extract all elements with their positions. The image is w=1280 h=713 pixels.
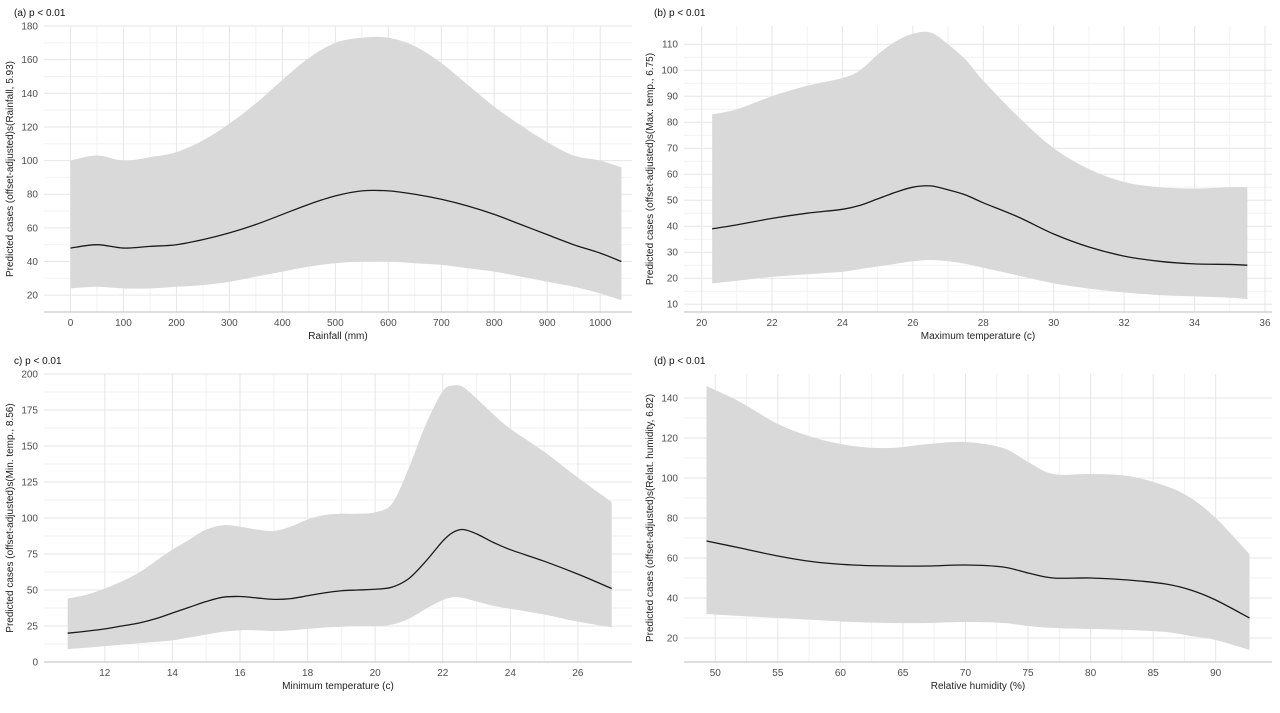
x-tick-label: 500 <box>327 318 344 329</box>
y-tick-label: 125 <box>21 478 38 489</box>
y-tick-label: 60 <box>667 170 679 181</box>
x-tick-label: 24 <box>505 668 517 679</box>
y-tick-label: 20 <box>27 291 39 302</box>
fitted-line <box>712 185 1248 266</box>
y-tick-label: 200 <box>21 370 38 381</box>
x-tick-label: 30 <box>1048 318 1060 329</box>
x-tick-label: 18 <box>302 668 314 679</box>
confidence-band <box>70 36 622 301</box>
y-axis-title: Predicted cases (offset-adjusted)s(Max. … <box>645 53 656 285</box>
confidence-band <box>706 386 1250 650</box>
x-tick-label: 1000 <box>589 318 612 329</box>
y-tick-label: 40 <box>27 257 39 268</box>
y-tick-label: 140 <box>661 394 678 405</box>
chart-panel-4: 50 55 60 65 70 75 80 85 90 20 40 60 80 100 120 140 Relat… <box>645 356 1272 692</box>
y-tick-label: 20 <box>667 634 679 645</box>
y-tick-label: 80 <box>667 118 679 129</box>
y-tick-label: 80 <box>667 514 679 525</box>
x-tick-label: 800 <box>486 318 503 329</box>
x-tick-label: 20 <box>696 318 708 329</box>
y-axis-title: Predicted cases (offset-adjusted)s(Relat… <box>645 394 656 642</box>
x-tick-label: 24 <box>837 318 849 329</box>
x-tick-label: 900 <box>539 318 556 329</box>
x-tick-label: 28 <box>978 318 990 329</box>
y-tick-label: 120 <box>21 122 38 133</box>
confidence-band <box>67 385 612 650</box>
chart-panel-3: 12 14 16 18 20 22 24 26 0 25 50 75 100 125 150 175 200 Mi… <box>5 356 632 692</box>
x-tick-label: 0 <box>68 318 74 329</box>
y-tick-label: 180 <box>21 22 38 33</box>
fitted-line <box>70 189 622 263</box>
x-tick-label: 75 <box>1022 668 1034 679</box>
x-tick-label: 16 <box>234 668 246 679</box>
panel-title: c) p < 0.01 <box>14 356 62 367</box>
x-tick-label: 22 <box>437 668 449 679</box>
y-tick-label: 10 <box>667 300 679 311</box>
y-tick-label: 100 <box>21 514 38 525</box>
fitted-line <box>67 528 612 634</box>
y-tick-label: 110 <box>662 40 678 51</box>
x-tick-label: 600 <box>380 318 397 329</box>
x-tick-label: 65 <box>897 668 909 679</box>
y-tick-label: 0 <box>32 658 38 669</box>
panel-title: (b) p < 0.01 <box>654 8 706 19</box>
x-tick-label: 200 <box>168 318 185 329</box>
panel-title: (a) p < 0.01 <box>14 8 66 19</box>
x-tick-label: 34 <box>1189 318 1201 329</box>
x-axis-title: Relative humidity (%) <box>931 681 1025 692</box>
chart-panel-1: 0 100 200 300 400 500 600 700 800 900 1000 20 40 60 80… <box>5 8 632 342</box>
y-tick-label: 100 <box>661 66 678 77</box>
y-tick-label: 50 <box>667 196 679 207</box>
x-tick-label: 400 <box>274 318 291 329</box>
x-tick-label: 14 <box>167 668 179 679</box>
y-tick-label: 140 <box>21 89 38 100</box>
x-tick-label: 26 <box>907 318 919 329</box>
x-tick-label: 300 <box>221 318 238 329</box>
x-axis-title: Minimum temperature (c) <box>282 681 394 692</box>
x-tick-label: 100 <box>115 318 132 329</box>
panel-title: (d) p < 0.01 <box>654 356 706 367</box>
y-tick-label: 160 <box>21 55 38 66</box>
x-tick-label: 20 <box>370 668 382 679</box>
y-tick-label: 25 <box>27 622 39 633</box>
chart-panel-2: 20 22 24 26 28 30 32 34 36 10 20 30 40 50 60 70 80 90 100 1… <box>645 8 1272 342</box>
x-tick-label: 26 <box>572 668 584 679</box>
x-tick-label: 12 <box>99 668 111 679</box>
y-tick-label: 40 <box>667 222 679 233</box>
y-tick-label: 30 <box>667 248 679 259</box>
confidence-band <box>712 31 1248 299</box>
y-tick-label: 50 <box>27 586 39 597</box>
y-axis-title: Predicted cases (offset-adjusted)s(Rainf… <box>5 61 16 277</box>
x-tick-label: 36 <box>1259 318 1271 329</box>
y-tick-label: 75 <box>27 550 39 561</box>
x-tick-label: 70 <box>960 668 972 679</box>
x-axis-title: Maximum temperature (c) <box>921 331 1035 342</box>
y-tick-label: 100 <box>21 156 38 167</box>
x-tick-label: 50 <box>710 668 722 679</box>
x-tick-label: 700 <box>433 318 450 329</box>
fitted-line <box>706 540 1250 619</box>
y-tick-label: 100 <box>661 474 678 485</box>
y-tick-label: 150 <box>21 442 38 453</box>
x-axis-title: Rainfall (mm) <box>308 331 367 342</box>
y-tick-label: 40 <box>667 594 679 605</box>
x-tick-label: 22 <box>766 318 778 329</box>
y-tick-label: 70 <box>667 144 679 155</box>
y-tick-label: 20 <box>667 274 679 285</box>
y-tick-label: 90 <box>667 92 679 103</box>
y-tick-label: 80 <box>27 190 39 201</box>
x-tick-label: 55 <box>772 668 784 679</box>
y-axis-title: Predicted cases (offset-adjusted)s(Min. … <box>5 403 16 632</box>
x-tick-label: 90 <box>1210 668 1222 679</box>
x-tick-label: 85 <box>1148 668 1160 679</box>
y-tick-label: 60 <box>27 223 39 234</box>
x-tick-label: 32 <box>1119 318 1131 329</box>
y-tick-label: 120 <box>661 434 678 445</box>
x-tick-label: 60 <box>835 668 847 679</box>
y-tick-label: 60 <box>667 554 679 565</box>
y-tick-label: 175 <box>21 406 38 417</box>
x-tick-label: 80 <box>1085 668 1097 679</box>
